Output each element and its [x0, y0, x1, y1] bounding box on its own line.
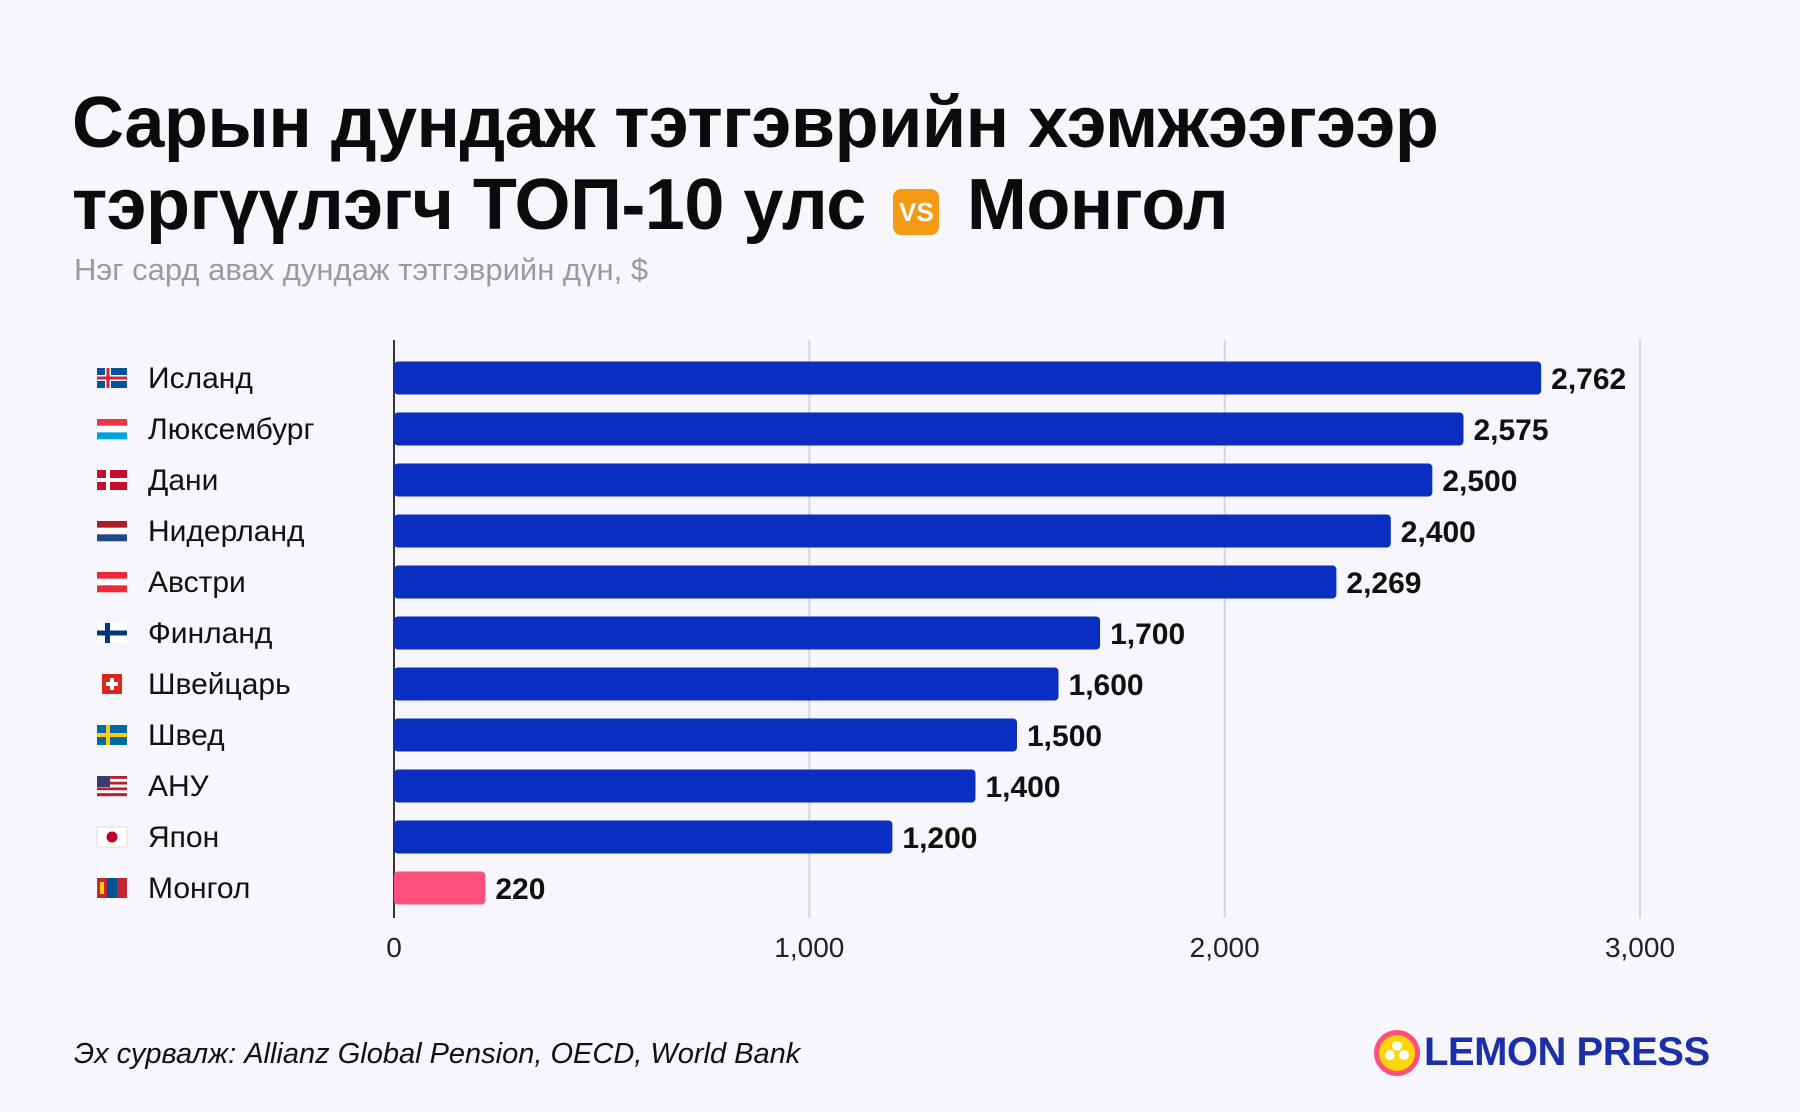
vs-badge: VS — [893, 189, 940, 235]
value-label-0: 2,762 — [1551, 363, 1626, 396]
category-label-7: Швед — [148, 719, 225, 752]
iceland-flag-icon — [97, 368, 127, 388]
bar-4 — [394, 565, 1337, 599]
denmark-flag-icon — [97, 470, 127, 490]
category-label-0: Исланд — [148, 362, 253, 395]
mongolia-flag-icon — [97, 878, 127, 898]
logo-text: LEMON PRESS — [1424, 1030, 1710, 1074]
sweden-flag-icon — [97, 725, 127, 745]
value-label-7: 1,500 — [1027, 720, 1102, 753]
title-line-2a: тэргүүлэгч ТОП-10 улс — [72, 165, 866, 245]
value-label-8: 1,400 — [985, 771, 1060, 804]
value-label-9: 1,200 — [902, 822, 977, 855]
chart-title: Сарын дундаж тэтгэврийн хэмжээгээр тэргүү… — [72, 82, 1439, 246]
bar-2 — [394, 463, 1433, 497]
bar-5 — [394, 616, 1101, 650]
category-label-5: Финланд — [148, 617, 272, 650]
category-label-4: Австри — [148, 566, 246, 599]
category-label-1: Люксембург — [148, 413, 314, 446]
bar-1 — [394, 412, 1464, 446]
value-label-10: 220 — [495, 873, 545, 906]
finland-flag-icon — [97, 623, 127, 643]
value-label-6: 1,600 — [1069, 669, 1144, 702]
value-label-1: 2,575 — [1473, 414, 1548, 447]
x-tick-label-2: 2,000 — [1190, 932, 1260, 963]
category-label-10: Монгол — [148, 872, 250, 905]
bar-6 — [394, 667, 1059, 701]
switzerland-flag-icon — [102, 674, 122, 694]
bar-10 — [394, 871, 486, 905]
category-label-8: АНУ — [148, 770, 210, 803]
lemon-icon — [1374, 1030, 1420, 1076]
value-label-4: 2,269 — [1346, 567, 1421, 600]
bar-3 — [394, 514, 1391, 548]
netherlands-flag-icon — [97, 521, 127, 542]
x-tick-label-3: 3,000 — [1605, 932, 1675, 963]
title-line-1: Сарын дундаж тэтгэврийн хэмжээгээр — [72, 83, 1439, 163]
bar-chart: 0 1,000 2,000 3,000 2,762 Исланд 2,575 Люксембу… — [96, 340, 1675, 963]
lemon-press-logo: LEMON PRESS — [1372, 1026, 1732, 1080]
title-line-2b: Монгол — [966, 165, 1229, 245]
bar-9 — [394, 820, 893, 854]
luxembourg-flag-icon — [97, 419, 127, 440]
value-label-5: 1,700 — [1110, 618, 1185, 651]
bar-0 — [394, 361, 1542, 395]
usa-flag-icon — [97, 776, 127, 797]
category-label-9: Япон — [148, 821, 219, 854]
category-label-6: Швейцарь — [148, 668, 291, 701]
value-label-2: 2,500 — [1442, 465, 1517, 498]
category-label-2: Дани — [148, 464, 218, 497]
chart-subtitle: Нэг сард авах дундаж тэтгэврийн дүн, $ — [74, 252, 649, 287]
austria-flag-icon — [97, 572, 127, 593]
japan-flag-icon — [96, 826, 128, 848]
bar-8 — [394, 769, 976, 803]
x-tick-label-0: 0 — [386, 932, 402, 963]
source-note: Эх сурвалж: Allianz Global Pension, OECD… — [74, 1038, 801, 1070]
x-tick-label-1: 1,000 — [774, 932, 844, 963]
bar-7 — [394, 718, 1017, 752]
value-label-3: 2,400 — [1401, 516, 1476, 549]
category-label-3: Нидерланд — [148, 515, 305, 548]
